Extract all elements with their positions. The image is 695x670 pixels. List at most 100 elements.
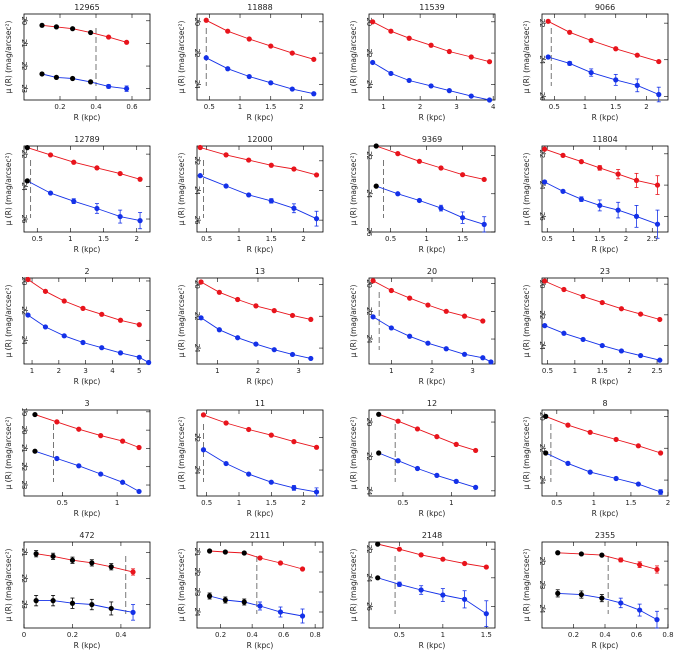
data-point-blue (222, 597, 228, 603)
data-point-red (130, 569, 136, 575)
x-tick-label: 0.6 (126, 103, 138, 111)
y-tick-label: 24 (193, 186, 201, 195)
data-point-red (599, 299, 605, 306)
data-point-red (32, 411, 38, 418)
data-point-blue (225, 66, 231, 72)
data-point-blue (480, 355, 486, 361)
x-tick-label: 3 (470, 367, 474, 375)
y-tick-label: 24 (193, 344, 201, 353)
x-tick-label: 3 (296, 367, 300, 375)
data-point-blue (618, 348, 625, 354)
y-tick-label: 20 (538, 412, 546, 421)
x-axis-label: R (kpc) (74, 641, 101, 650)
panel-title: 472 (79, 531, 94, 540)
data-point-blue (88, 79, 94, 85)
panel-title: 8 (602, 399, 607, 408)
data-point-red (561, 286, 567, 293)
data-point-blue (396, 581, 403, 587)
x-axis-label: R (kpc) (247, 113, 274, 122)
data-point-blue (637, 607, 643, 613)
fit-line-blue (377, 577, 487, 615)
data-point-blue (406, 77, 412, 84)
panel-title: 12000 (247, 135, 272, 144)
data-point-blue (578, 196, 584, 202)
data-point-blue (268, 80, 274, 86)
data-point-blue (488, 359, 494, 365)
y-axis-label: μ (R) (mag/arcsec²) (4, 548, 13, 621)
data-point-red (483, 564, 489, 570)
y-tick-label: 22 (20, 306, 28, 315)
plot-frame (196, 541, 324, 629)
data-point-red (542, 278, 548, 284)
y-tick-label: 24 (538, 181, 546, 190)
data-point-red (555, 550, 561, 556)
data-point-red (61, 298, 67, 304)
y-tick-label: 23 (538, 581, 546, 590)
plot-frame (368, 277, 496, 365)
data-point-red (395, 418, 401, 424)
y-axis-label: μ (R) (mag/arcsec²) (349, 152, 358, 225)
plot-frame (541, 277, 669, 365)
data-point-blue (289, 351, 296, 358)
data-point-red (200, 412, 207, 418)
panel-12: 12 0.5 1 20 22 24 μ (R) (mag/arcsec²) R (kpc) (349, 399, 496, 518)
data-point-blue (561, 330, 567, 336)
y-tick-label: 22 (193, 312, 201, 321)
data-point-red (136, 322, 142, 328)
data-point-red (253, 303, 259, 309)
data-point-blue (33, 598, 39, 604)
data-point-red (291, 439, 297, 445)
y-tick-label: 20 (20, 16, 28, 25)
panel-title: 13 (255, 267, 265, 276)
panel-title: 11 (255, 399, 265, 408)
data-point-blue (61, 333, 67, 339)
data-point-blue (483, 611, 489, 617)
panel-8: 8 0.5 1 1.5 2 20 22 24 μ (R) (mag/arcsec²) R (kpc… (522, 399, 670, 518)
data-point-blue (407, 333, 413, 339)
data-point-blue (545, 54, 551, 60)
x-tick-label: 0.4 (90, 103, 102, 111)
panel-title: 9066 (595, 3, 615, 12)
data-point-blue (42, 324, 49, 330)
y-tick-label: 22 (20, 574, 28, 583)
x-tick-label: 0.5 (542, 367, 553, 375)
data-point-red (388, 287, 394, 294)
data-point-red (375, 541, 381, 547)
x-tick-label: 4 (491, 103, 496, 111)
data-point-red (33, 551, 39, 557)
data-point-red (53, 24, 60, 30)
x-tick-label: 2 (644, 103, 648, 111)
panel-2: 2 1 2 3 4 5 20 22 24 μ (R) (mag/arcsec²) R (kpc) (4, 267, 152, 386)
panel-20: 20 1 2 3 20 22 24 μ (R) (mag/arcsec²) R (kpc) (349, 267, 496, 386)
x-tick-label: 0.2 (568, 631, 579, 639)
y-tick-label: 20 (193, 280, 201, 289)
y-tick-label: 24 (20, 336, 28, 345)
y-tick-label: 20 (193, 17, 201, 26)
x-tick-label: 0.5 (549, 103, 560, 111)
data-point-blue (53, 74, 60, 80)
y-tick-label: 21 (20, 548, 28, 557)
y-tick-label: 20 (538, 280, 546, 289)
plot-frame (23, 13, 151, 101)
y-tick-label: 22 (193, 49, 201, 58)
x-tick-label: 0.4 (599, 631, 611, 639)
x-tick-label: 2 (418, 103, 422, 111)
x-tick-label: 1.5 (98, 235, 109, 243)
data-point-red (71, 159, 77, 165)
data-point-red (225, 28, 231, 34)
data-point-red (108, 564, 114, 570)
x-tick-label: 0.2 (67, 631, 78, 639)
y-tick-label: 26 (538, 92, 546, 101)
x-tick-label: 1.5 (265, 103, 276, 111)
data-point-red (216, 289, 222, 295)
data-point-blue (246, 73, 252, 80)
data-point-blue (388, 325, 394, 331)
data-point-red (308, 316, 314, 323)
data-point-red (289, 312, 296, 319)
data-point-blue (32, 448, 38, 454)
fit-line-blue (557, 592, 658, 620)
x-tick-label: 2.5 (651, 367, 662, 375)
x-axis-label: R (kpc) (419, 113, 446, 122)
y-axis-label: μ (R) (mag/arcsec²) (349, 416, 358, 489)
x-tick-label: 0.5 (201, 235, 212, 243)
